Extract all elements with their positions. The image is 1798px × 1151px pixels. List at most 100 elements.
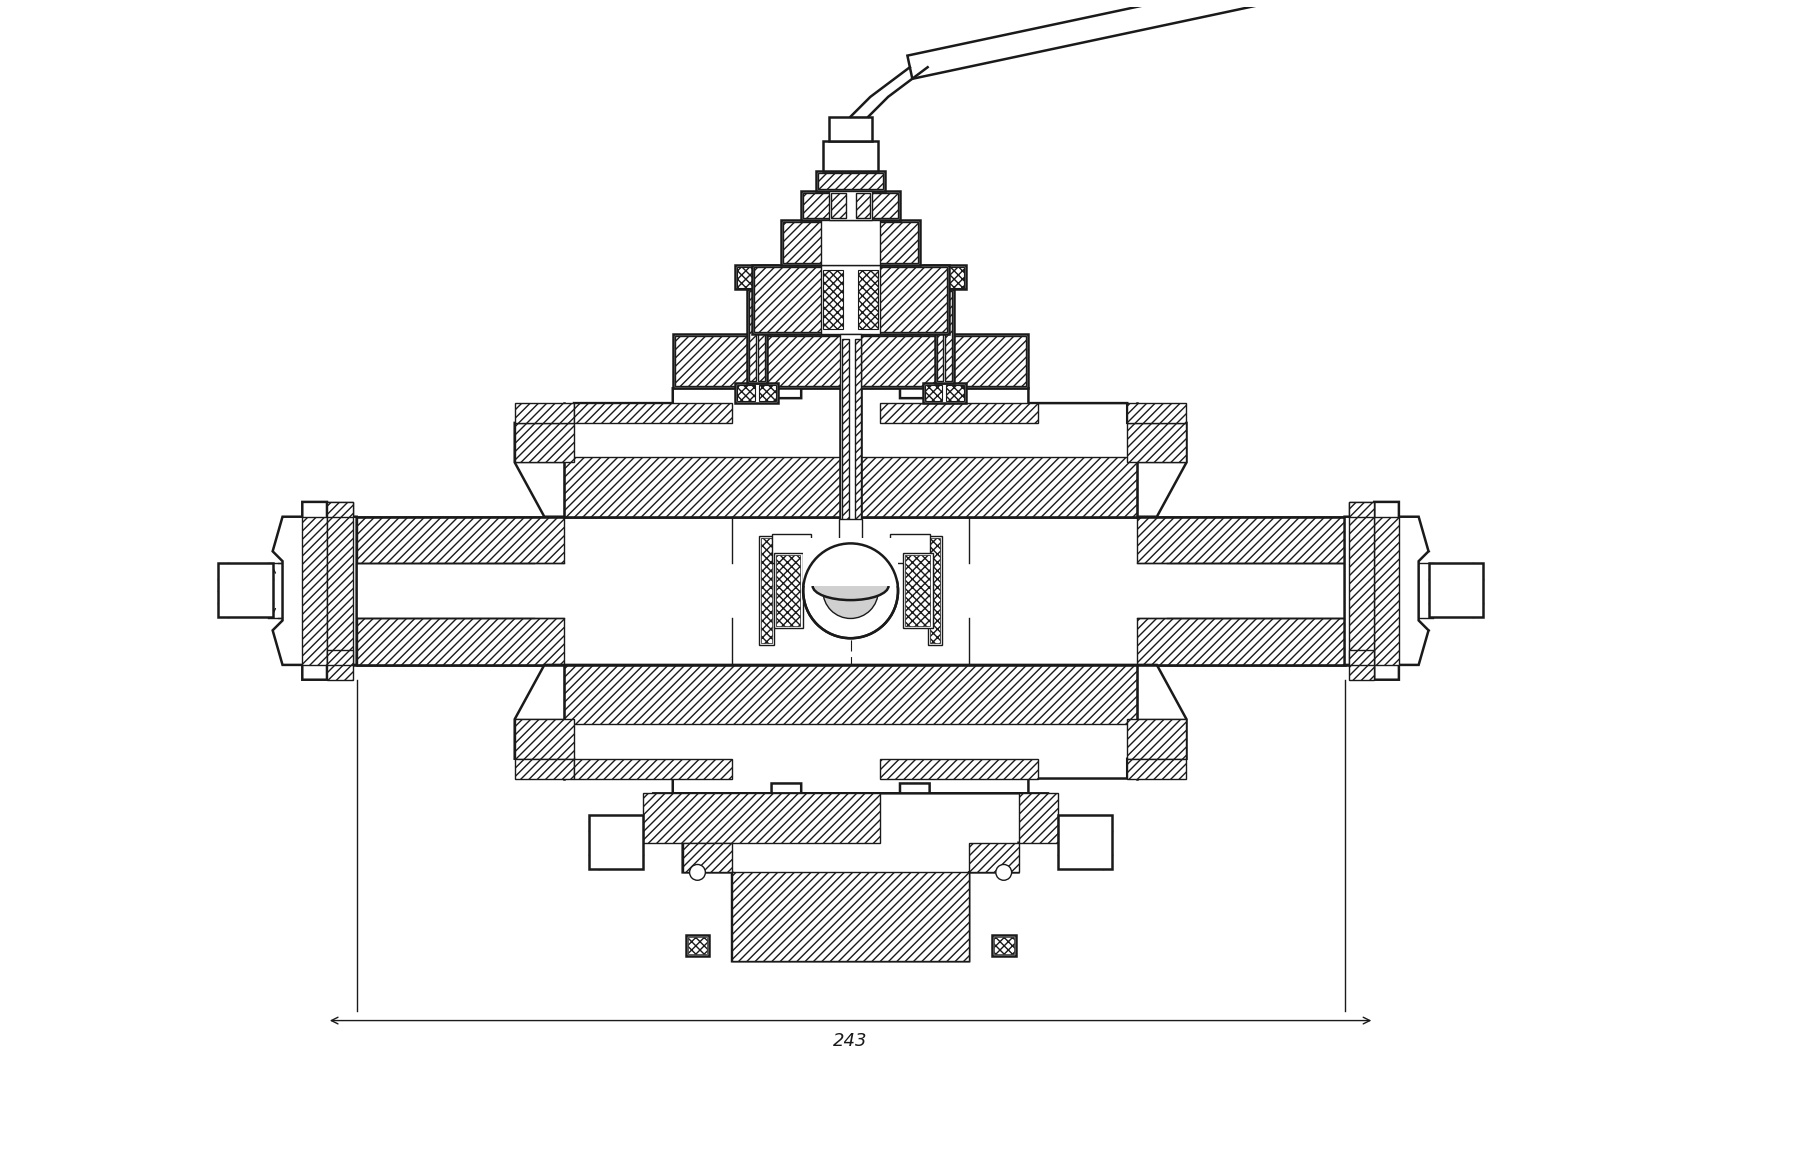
Bar — [735, 265, 779, 290]
Bar — [775, 555, 800, 626]
Bar — [574, 759, 732, 778]
Bar — [1127, 759, 1187, 778]
Bar — [687, 937, 707, 954]
Bar — [1429, 563, 1483, 617]
Bar — [822, 220, 881, 265]
Polygon shape — [514, 388, 1187, 517]
Bar — [881, 759, 1037, 778]
Polygon shape — [644, 793, 1057, 961]
Circle shape — [996, 864, 1012, 881]
Bar — [840, 334, 861, 543]
Bar — [922, 383, 966, 403]
Bar — [327, 650, 352, 665]
Bar — [588, 815, 644, 869]
Polygon shape — [514, 665, 1187, 793]
Bar — [922, 265, 966, 290]
Bar — [930, 539, 940, 643]
Bar — [823, 269, 843, 329]
Bar — [1374, 517, 1399, 665]
Bar — [1018, 793, 1057, 843]
Bar — [946, 291, 953, 381]
Bar — [838, 519, 863, 548]
Polygon shape — [850, 67, 928, 116]
Bar — [356, 618, 565, 665]
Bar — [924, 386, 942, 402]
Bar — [672, 334, 1028, 388]
Bar — [514, 422, 574, 463]
Bar — [804, 192, 897, 219]
Bar — [735, 383, 779, 403]
Bar — [823, 142, 877, 171]
Bar — [674, 336, 1027, 387]
Bar — [992, 935, 1016, 956]
Bar — [327, 502, 352, 517]
Bar — [829, 116, 872, 142]
Bar — [356, 517, 565, 563]
Bar — [327, 502, 352, 680]
Bar — [565, 665, 1136, 724]
Bar — [1127, 403, 1187, 422]
Bar — [946, 386, 964, 402]
Bar — [854, 338, 861, 539]
Bar — [994, 937, 1014, 954]
Bar — [683, 843, 732, 872]
Text: Ø32: Ø32 — [234, 584, 264, 599]
Bar — [268, 563, 1433, 618]
Bar — [644, 793, 881, 843]
Bar — [1136, 517, 1345, 563]
Bar — [831, 192, 845, 219]
Bar — [1136, 618, 1345, 665]
Bar — [771, 534, 811, 563]
Bar — [514, 719, 574, 759]
Bar — [574, 403, 732, 422]
Bar — [1348, 502, 1374, 517]
Bar — [757, 291, 764, 381]
Bar — [841, 338, 849, 539]
Bar — [753, 267, 948, 331]
Bar — [924, 267, 942, 288]
Bar — [752, 265, 949, 334]
Bar — [802, 191, 901, 220]
Bar — [858, 269, 877, 329]
Bar — [935, 290, 955, 383]
Bar — [759, 536, 773, 646]
Bar — [890, 534, 930, 563]
Bar — [565, 457, 1136, 517]
Bar — [685, 935, 710, 956]
Bar — [514, 759, 574, 778]
Bar — [822, 265, 881, 334]
Circle shape — [690, 864, 705, 881]
Bar — [746, 290, 766, 383]
Bar — [784, 222, 917, 262]
Bar — [1348, 502, 1374, 680]
Polygon shape — [273, 502, 356, 680]
Ellipse shape — [813, 572, 888, 600]
Bar — [829, 191, 872, 220]
Bar — [773, 554, 804, 628]
Bar — [759, 386, 777, 402]
Bar — [761, 539, 771, 643]
Bar — [514, 403, 574, 422]
Bar — [1348, 650, 1374, 665]
Bar — [904, 555, 930, 626]
Bar — [1127, 719, 1187, 759]
Bar — [1057, 815, 1113, 869]
Text: 243: 243 — [832, 1032, 868, 1051]
Bar — [218, 563, 273, 617]
Bar — [732, 872, 969, 961]
Bar — [818, 173, 883, 189]
Bar — [759, 267, 777, 288]
Circle shape — [804, 543, 897, 639]
Bar — [937, 291, 944, 381]
Bar — [946, 267, 964, 288]
Circle shape — [823, 563, 877, 618]
Polygon shape — [908, 0, 1415, 78]
Bar — [903, 554, 933, 628]
Bar — [737, 267, 755, 288]
Bar — [969, 843, 1018, 872]
Bar — [1127, 422, 1187, 463]
Bar — [856, 192, 870, 219]
Bar — [748, 291, 755, 381]
Bar — [928, 536, 942, 646]
Bar — [737, 386, 755, 402]
